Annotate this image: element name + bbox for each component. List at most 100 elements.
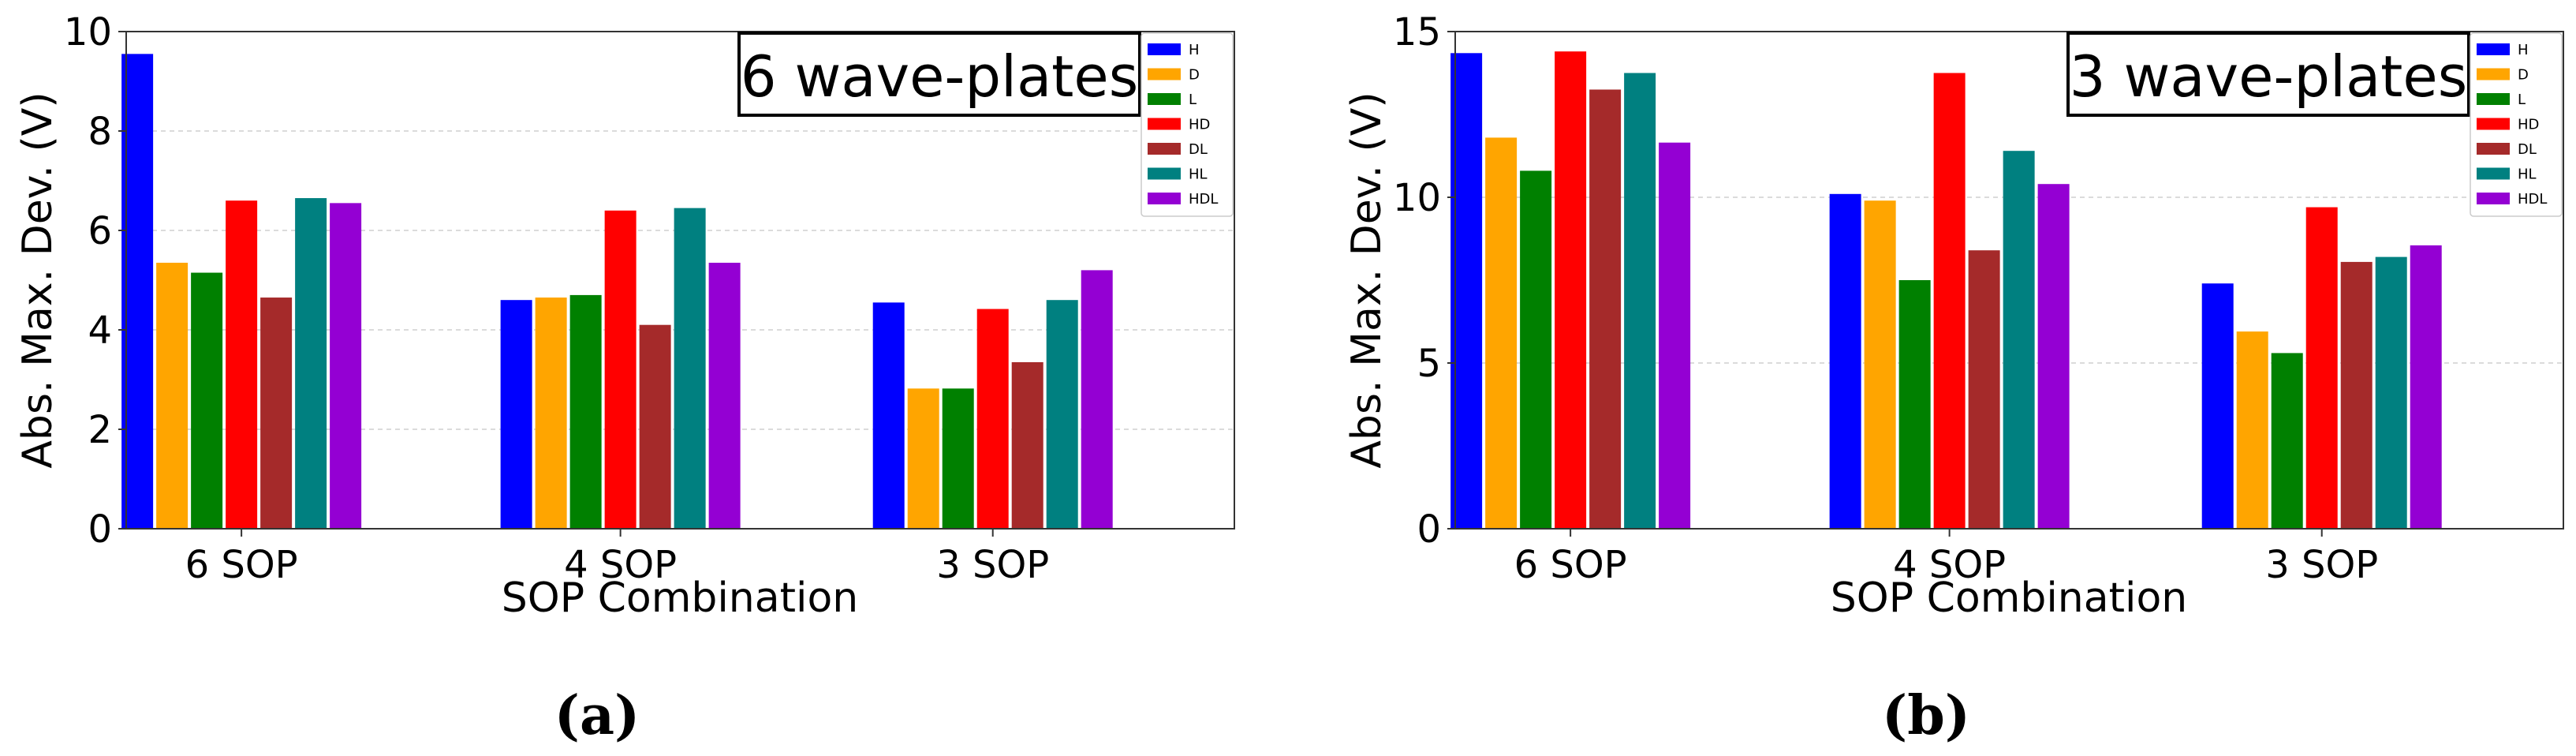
chart-b-bar-l-6-sop xyxy=(1520,170,1552,529)
chart-b-legend-swatch-l xyxy=(2477,93,2510,105)
chart-b-legend-label-l: L xyxy=(2518,92,2526,108)
chart-a-legend-label-h: H xyxy=(1189,42,1200,58)
chart-b-x-tick-label: 6 SOP xyxy=(1514,543,1627,587)
chart-b-annotation: 3 wave-plates xyxy=(2070,43,2467,110)
chart-a-legend-swatch-l xyxy=(1148,93,1181,105)
chart-a-legend-swatch-hdl xyxy=(1148,193,1181,204)
chart-b-y-axis-label: Abs. Max. Dev. (V) xyxy=(1343,92,1391,468)
chart-a-bar-dl-4-sop xyxy=(639,324,671,529)
chart-a-bar-dl-6-sop xyxy=(260,298,293,529)
chart-a-annotation: 6 wave-plates xyxy=(741,43,1138,110)
chart-a-bar-l-3-sop xyxy=(942,388,974,529)
chart-a-legend-label-dl: DL xyxy=(1189,141,1208,158)
chart-b-bar-hdl-3-sop xyxy=(2410,245,2442,529)
chart-a-legend-swatch-hl xyxy=(1148,167,1181,180)
chart-a-legend-label-d: D xyxy=(1189,67,1200,84)
chart-a-y-tick-label: 6 xyxy=(88,209,112,253)
chart-b-legend-swatch-hd xyxy=(2477,118,2510,130)
chart-b-legend-swatch-dl xyxy=(2477,143,2510,155)
chart-a-legend-label-l: L xyxy=(1189,92,1197,108)
chart-b-bar-l-3-sop xyxy=(2271,353,2303,529)
chart-b-legend-swatch-hl xyxy=(2477,167,2510,180)
chart-b-y-tick-label: 15 xyxy=(1393,10,1441,54)
chart-b-x-tick-label: 4 SOP xyxy=(1893,543,2006,587)
chart-a-bar-hd-4-sop xyxy=(604,210,637,529)
chart-b-bar-hd-4-sop xyxy=(1933,73,1966,529)
chart-a-bar-hd-3-sop xyxy=(976,309,1009,529)
chart-b-bar-l-4-sop xyxy=(1898,280,1931,529)
chart-a-bar-hl-4-sop xyxy=(674,208,706,529)
chart-a-bar-l-6-sop xyxy=(191,272,223,529)
chart-b-bar-hd-3-sop xyxy=(2305,207,2338,529)
chart-a-y-tick-label: 2 xyxy=(88,408,112,452)
chart-b-y-tick-label: 10 xyxy=(1393,176,1441,220)
chart-a-y-tick-label: 10 xyxy=(64,10,112,54)
chart-b-legend-label-d: D xyxy=(2518,67,2529,84)
chart-a-y-tick-label: 0 xyxy=(88,507,112,552)
chart-b-bar-hdl-6-sop xyxy=(1659,142,1691,529)
chart-a-bar-hdl-3-sop xyxy=(1081,270,1113,529)
chart-b-bar-h-4-sop xyxy=(1829,193,1861,530)
chart-b-bar-hl-6-sop xyxy=(1624,73,1656,529)
chart-a-legend-label-hdl: HDL xyxy=(1189,191,1218,208)
chart-a-bar-d-6-sop xyxy=(156,262,189,529)
chart-a-bar-h-3-sop xyxy=(872,302,905,529)
chart-a-x-axis-label: SOP Combination xyxy=(502,574,859,622)
chart-b-legend-swatch-hdl xyxy=(2477,193,2510,204)
chart-b-bar-dl-6-sop xyxy=(1589,89,1622,529)
chart-b-bar-hdl-4-sop xyxy=(2037,184,2070,529)
chart-a-bar-hdl-6-sop xyxy=(330,203,362,529)
chart-b-legend-label-hl: HL xyxy=(2518,167,2537,183)
chart-a-bar-d-4-sop xyxy=(535,298,567,529)
chart-b-legend-label-dl: DL xyxy=(2518,141,2537,158)
chart-b-bar-d-4-sop xyxy=(1864,200,1896,529)
caption-a: (a) xyxy=(554,684,640,747)
chart-b-annotation-box: 3 wave-plates xyxy=(2066,32,2470,117)
chart-a-legend-swatch-d xyxy=(1148,68,1181,80)
chart-b-y-tick-label: 5 xyxy=(1417,342,1441,386)
chart-b-legend-swatch-h xyxy=(2477,43,2510,55)
chart-b-legend-swatch-d xyxy=(2477,68,2510,80)
chart-b-bar-hl-4-sop xyxy=(2003,151,2035,529)
chart-a-y-tick-label: 4 xyxy=(88,309,112,353)
chart-a-bar-dl-3-sop xyxy=(1011,361,1043,529)
chart-b-legend-label-hdl: HDL xyxy=(2518,191,2547,208)
chart-a-annotation-box: 6 wave-plates xyxy=(737,32,1141,117)
chart-a-x-tick-label: 3 SOP xyxy=(936,543,1049,587)
chart-a-legend-swatch-h xyxy=(1148,43,1181,55)
chart-b-legend-label-h: H xyxy=(2518,42,2529,58)
chart-a-x-ticks: 6 SOP 4 SOP 3 SOP xyxy=(185,529,1049,587)
caption-b: (b) xyxy=(1882,684,1970,747)
chart-a-y-tick-label: 8 xyxy=(88,110,112,154)
chart-a-bars xyxy=(121,54,1113,530)
chart-a-y-ticks: 0 2 4 6 8 10 xyxy=(64,10,126,552)
chart-a-legend-swatch-dl xyxy=(1148,143,1181,155)
chart-a-legend-label-hd: HD xyxy=(1189,117,1210,133)
chart-b-legend-label-hd: HD xyxy=(2518,117,2539,133)
chart-b-bars xyxy=(1450,51,2442,530)
chart-b-x-axis-label: SOP Combination xyxy=(1831,574,2188,622)
chart-b: 0 5 10 15 6 SOP 4 SOP 3 SOP SOP Combination A… xyxy=(1343,10,2564,622)
chart-b-bar-h-3-sop xyxy=(2201,283,2234,529)
chart-a-bar-hl-3-sop xyxy=(1046,300,1078,529)
chart-b-bar-dl-3-sop xyxy=(2340,261,2373,529)
chart-a-legend-label-hl: HL xyxy=(1189,167,1208,183)
chart-b-y-tick-label: 0 xyxy=(1417,507,1441,552)
chart-b-bar-hl-3-sop xyxy=(2375,256,2407,529)
chart-b-x-tick-label: 3 SOP xyxy=(2265,543,2378,587)
chart-a-y-axis-label: Abs. Max. Dev. (V) xyxy=(14,92,62,468)
chart-a-x-tick-label: 6 SOP xyxy=(185,543,298,587)
chart-a-bar-hdl-4-sop xyxy=(708,262,741,529)
chart-b-x-ticks: 6 SOP 4 SOP 3 SOP xyxy=(1514,529,2378,587)
chart-a-legend-swatch-hd xyxy=(1148,118,1181,130)
chart-b-plot-frame xyxy=(1454,31,2564,530)
chart-b-bar-d-6-sop xyxy=(1485,137,1518,529)
chart-a-x-tick-label: 4 SOP xyxy=(564,543,677,587)
chart-a-bar-l-4-sop xyxy=(569,294,602,529)
chart-a-bar-hl-6-sop xyxy=(295,198,327,530)
chart-b-bar-hd-6-sop xyxy=(1555,51,1587,529)
